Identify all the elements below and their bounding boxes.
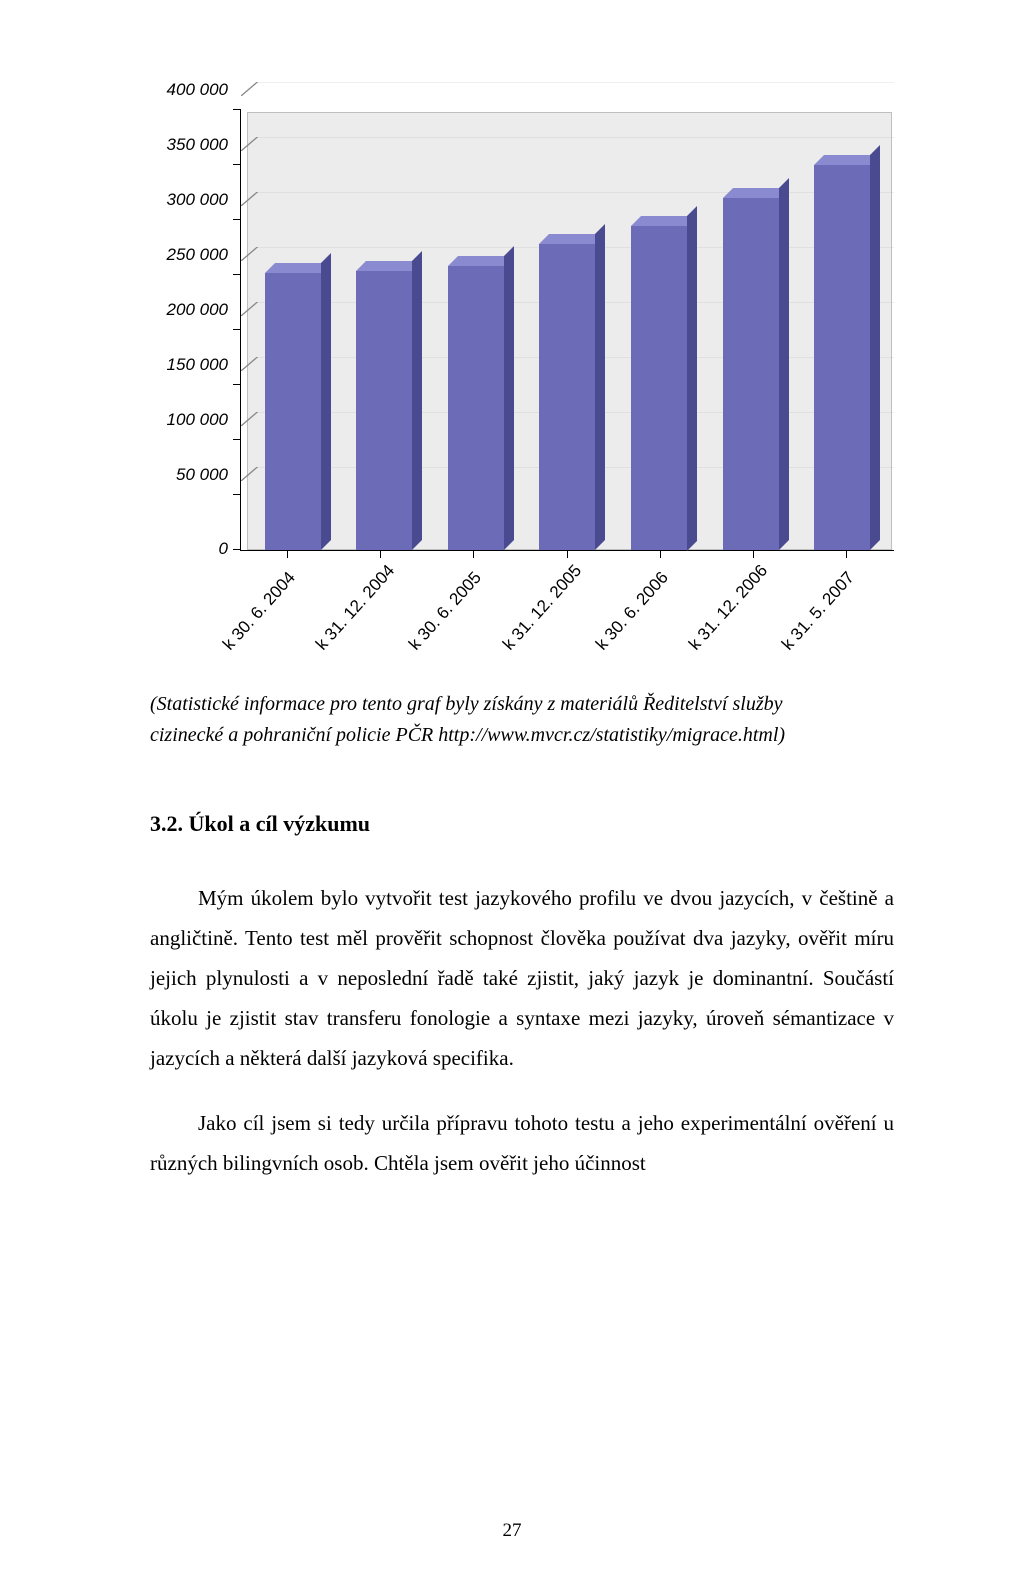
x-label: k 31. 12. 2006 — [685, 561, 772, 654]
bar — [631, 226, 687, 551]
caption-line2: cizinecké a pohraniční policie PČR http:… — [150, 724, 785, 746]
section-number: 3.2. — [150, 811, 183, 836]
bar — [448, 266, 504, 550]
bars-container — [241, 110, 894, 550]
x-label: k 30. 6. 2006 — [592, 568, 673, 654]
x-label: k 31. 5. 2007 — [778, 568, 859, 654]
bar — [814, 165, 870, 550]
paragraph-1: Mým úkolem bylo vytvořit test jazykového… — [150, 879, 894, 1078]
bar — [265, 273, 321, 550]
y-label: 50 000 — [176, 465, 228, 485]
section-title: Úkol a cíl výzkumu — [189, 811, 371, 836]
paragraph-2: Jako cíl jsem si tedy určila přípravu to… — [150, 1104, 894, 1184]
y-axis-labels: 0 50 000 100 000 150 000 200 000 250 000… — [150, 110, 240, 550]
x-label: k 30. 6. 2004 — [219, 568, 300, 654]
y-label: 100 000 — [167, 410, 228, 430]
y-label: 350 000 — [167, 135, 228, 155]
x-label: k 31. 12. 2005 — [499, 561, 586, 654]
section-heading: 3.2. Úkol a cíl výzkumu — [150, 811, 894, 837]
bar — [723, 198, 779, 550]
y-label: 150 000 — [167, 355, 228, 375]
y-label: 250 000 — [167, 245, 228, 265]
y-label: 0 — [219, 539, 228, 559]
y-label: 300 000 — [167, 190, 228, 210]
body-text: Mým úkolem bylo vytvořit test jazykového… — [150, 879, 894, 1184]
chart-caption: (Statistické informace pro tento graf by… — [150, 689, 894, 751]
document-page: 0 50 000 100 000 150 000 200 000 250 000… — [0, 0, 1024, 1582]
page-number: 27 — [0, 1520, 1024, 1542]
y-label: 400 000 — [167, 80, 228, 100]
x-label: k 30. 6. 2005 — [405, 568, 486, 654]
bar — [356, 271, 412, 550]
x-axis-labels: k 30. 6. 2004k 31. 12. 2004k 30. 6. 2005… — [240, 551, 894, 671]
caption-line1: (Statistické informace pro tento graf by… — [150, 693, 782, 715]
bar — [539, 244, 595, 550]
x-label: k 31. 12. 2004 — [312, 561, 399, 654]
bar-chart: 0 50 000 100 000 150 000 200 000 250 000… — [150, 110, 894, 671]
y-label: 200 000 — [167, 300, 228, 320]
plot-area — [240, 110, 894, 551]
